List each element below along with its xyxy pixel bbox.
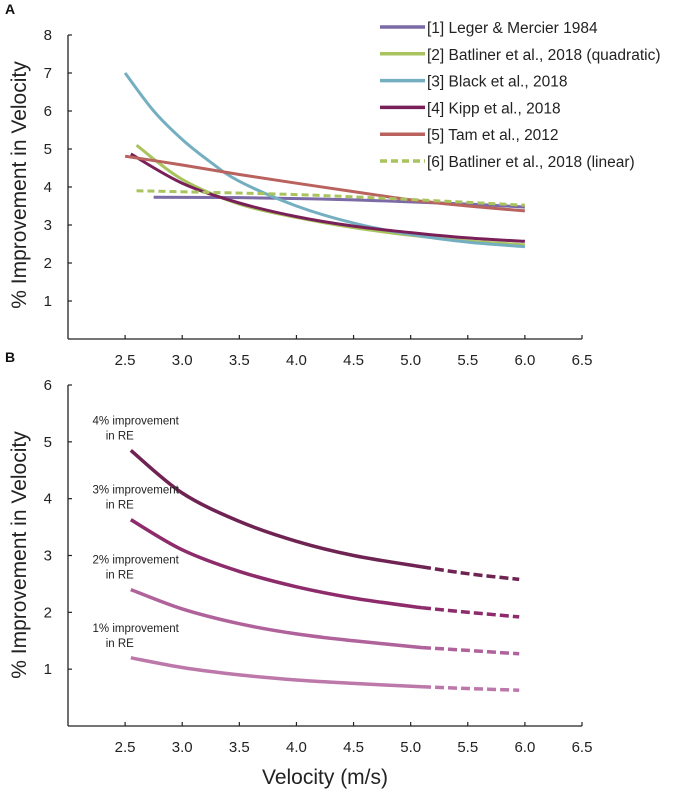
panel-b-y-tick-label: 4 [44, 491, 52, 508]
panel-a-legend-label-4: [4] Kipp et al., 2018 [427, 100, 561, 117]
panel-b-series-1-annotation-line2: in RE [106, 430, 134, 442]
panel-b-series-2-dashed-extension [421, 606, 520, 619]
panel-a-y-tick-label: 6 [44, 103, 52, 120]
panel-b-series-4-annotation-line2: in RE [106, 638, 134, 650]
panel-b-x-tick-label: 3.0 [172, 739, 193, 756]
panel-b-y-tick-label: 5 [44, 434, 52, 451]
panel-a-x-tick-label: 6.0 [514, 352, 535, 369]
panel-a-x-tick-label: 5.0 [400, 352, 421, 369]
panel-a-x-tick-label: 3.5 [229, 352, 250, 369]
panel-a-series-6-line [136, 189, 525, 207]
panel-a-series-5-line [124, 154, 526, 213]
panel-a-y-tick-label: 7 [44, 65, 52, 82]
panel-a-y-axis-label: % Improvement in Velocity [8, 61, 31, 309]
panel-b-series-1-line [129, 449, 423, 569]
panel-b-x-tick-label: 2.5 [115, 739, 136, 756]
panel-a-legend-label-3: [3] Black et al., 2018 [427, 74, 567, 91]
panel-b-x-tick-label: 6.5 [572, 739, 593, 756]
panel-a-x-tick-label: 6.5 [572, 352, 593, 369]
panel-b-series-4-line [130, 656, 423, 689]
panel-b-x-tick-label: 5.0 [400, 739, 421, 756]
panel-a-series-1-line [153, 195, 525, 209]
panel-a-y-tick-label: 1 [44, 293, 52, 310]
panel-b-x-tick-label: 4.5 [343, 739, 364, 756]
panel-a-x-tick-label: 4.5 [343, 352, 364, 369]
panel-b-x-axis-label: Velocity (m/s) [262, 766, 388, 789]
panel-b-y-tick-label: 6 [44, 377, 52, 394]
panel-b-series-3-dashed-extension [421, 645, 520, 656]
panel-a-legend-label-5: [5] Tam et al., 2012 [427, 127, 559, 144]
panel-a-y-tick-label: 5 [44, 141, 52, 158]
panel-b-x-tick-label: 3.5 [229, 739, 250, 756]
panel-b-y-tick-label: 1 [44, 661, 52, 678]
panel-a-y-tick-label: 2 [44, 255, 52, 272]
panel-a-x-tick-label: 4.0 [286, 352, 307, 369]
panel-b-series-3-annotation-line2: in RE [106, 570, 134, 582]
panel-a-legend-label-1: [1] Leger & Mercier 1984 [427, 20, 598, 37]
panel-a-y-tick-label: 8 [44, 27, 52, 44]
panel-b-series-2-annotation-line2: in RE [106, 500, 134, 512]
panel-a-x-tick-label: 2.5 [115, 352, 136, 369]
panel-b-y-tick-label: 3 [44, 548, 52, 565]
panel-a-series-3-line [123, 72, 526, 249]
panel-a-label: A [5, 1, 15, 17]
panel-b-x-tick-label: 4.0 [286, 739, 307, 756]
panel-b-label: B [5, 349, 15, 365]
panel-b-series-3-annotation-line1: 2% improvement [93, 555, 180, 567]
panel-a-series-4-line [130, 152, 525, 243]
panel-a-y-tick-label: 3 [44, 217, 52, 234]
panel-b-x-tick-label: 6.0 [514, 739, 535, 756]
panel-b-series-1-dashed-extension [421, 565, 520, 582]
panel-a-legend-label-2: [2] Batliner et al., 2018 (quadratic) [427, 47, 661, 64]
panel-a-x-tick-label: 3.0 [172, 352, 193, 369]
panel-b-series-2-line [129, 518, 423, 610]
panel-a-y-tick-label: 4 [44, 179, 52, 196]
panel-a-legend-label-6: [6] Batliner et al., 2018 (linear) [427, 154, 635, 171]
panel-a-x-tick-label: 5.5 [457, 352, 478, 369]
panel-b-series-3-line [130, 587, 423, 650]
panel-b-y-tick-label: 2 [44, 604, 52, 621]
panel-b-series-4-annotation-line1: 1% improvement [93, 623, 180, 635]
panel-b-x-tick-label: 5.5 [457, 739, 478, 756]
panel-b-series-2-annotation-line1: 3% improvement [93, 485, 180, 497]
panel-b-series-1-annotation-line1: 4% improvement [93, 415, 180, 427]
panel-b-series-4-dashed-extension [422, 685, 520, 692]
panel-b-y-axis-label: % Improvement in Velocity [8, 431, 31, 679]
